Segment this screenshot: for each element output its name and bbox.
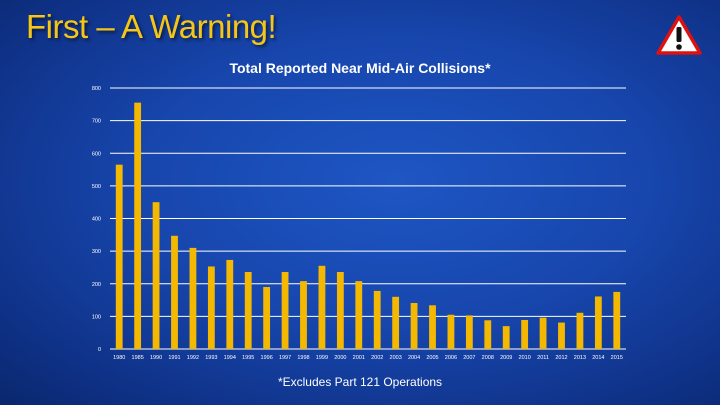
y-tick-label: 400	[92, 217, 101, 223]
slide-title: First – A Warning!	[26, 8, 277, 45]
bar-2004	[410, 302, 418, 349]
x-tick-label: 1994	[224, 355, 236, 361]
bar-1994	[226, 259, 234, 349]
x-tick-label: 1999	[316, 355, 328, 361]
x-tick-label: 2015	[611, 355, 623, 361]
y-tick-label: 500	[92, 184, 101, 190]
bar-2013	[576, 312, 584, 349]
x-tick-label: 2002	[371, 355, 383, 361]
bar-1995	[244, 272, 252, 349]
x-tick-label: 2007	[463, 355, 475, 361]
x-tick-label: 2013	[574, 355, 586, 361]
bar-1980	[115, 164, 123, 349]
x-tick-label: 2000	[334, 355, 346, 361]
bar-2015	[613, 291, 621, 349]
x-tick-label: 1990	[150, 355, 162, 361]
x-tick-label: 1996	[261, 355, 273, 361]
x-tick-label: 1991	[168, 355, 180, 361]
y-tick-label: 200	[92, 282, 101, 288]
y-tick-label: 100	[92, 314, 101, 320]
bar-1999	[318, 265, 326, 349]
bar-1985	[134, 102, 142, 350]
bar-2002	[373, 290, 381, 349]
bar-2007	[465, 315, 473, 349]
y-tick-label: 300	[92, 249, 101, 255]
x-tick-label: 2014	[592, 355, 604, 361]
x-tick-label: 2005	[426, 355, 438, 361]
x-tick-label: 2001	[353, 355, 365, 361]
footnote: *Excludes Part 121 Operations	[277, 375, 443, 389]
warning-triangle-icon	[656, 15, 702, 55]
x-tick-label: 1980	[113, 355, 125, 361]
y-tick-label: 600	[92, 151, 101, 157]
bar-2008	[484, 320, 492, 349]
x-tick-label: 2003	[390, 355, 402, 361]
bar-1991	[171, 235, 178, 349]
x-tick-label: 2012	[555, 355, 567, 361]
bar-2001	[355, 281, 363, 349]
bar-1992	[189, 247, 197, 349]
bar-2012	[558, 322, 565, 349]
x-tick-label: 1992	[187, 355, 199, 361]
x-tick-label: 1997	[279, 355, 291, 361]
bar-1998	[300, 281, 307, 349]
bar-2014	[594, 296, 602, 349]
bar-1997	[281, 272, 289, 349]
bar-2005	[429, 305, 436, 349]
y-tick-label: 700	[92, 119, 101, 125]
y-tick-label: 800	[92, 86, 101, 92]
x-tick-label: 1995	[242, 355, 254, 361]
bar-2003	[392, 296, 400, 349]
bar-1990	[152, 202, 160, 349]
bar-1993	[207, 266, 215, 349]
x-tick-label: 2004	[408, 355, 420, 361]
x-tick-label: 1993	[205, 355, 217, 361]
bar-2009	[502, 326, 510, 349]
y-tick-label: 0	[98, 347, 101, 353]
bar-1996	[263, 287, 271, 349]
bar-2000	[336, 272, 344, 349]
x-tick-label: 2006	[445, 355, 457, 361]
x-tick-label: 1998	[297, 355, 309, 361]
x-tick-label: 2010	[519, 355, 531, 361]
bar-2006	[447, 314, 455, 349]
x-tick-label: 2009	[500, 355, 512, 361]
x-tick-label: 2011	[537, 355, 549, 361]
bar-2010	[521, 319, 529, 349]
x-tick-label: 2008	[482, 355, 494, 361]
bar-2011	[539, 317, 547, 349]
chart-title: Total Reported Near Mid-Air Collisions*	[229, 60, 491, 76]
x-tick-label: 1985	[132, 355, 144, 361]
